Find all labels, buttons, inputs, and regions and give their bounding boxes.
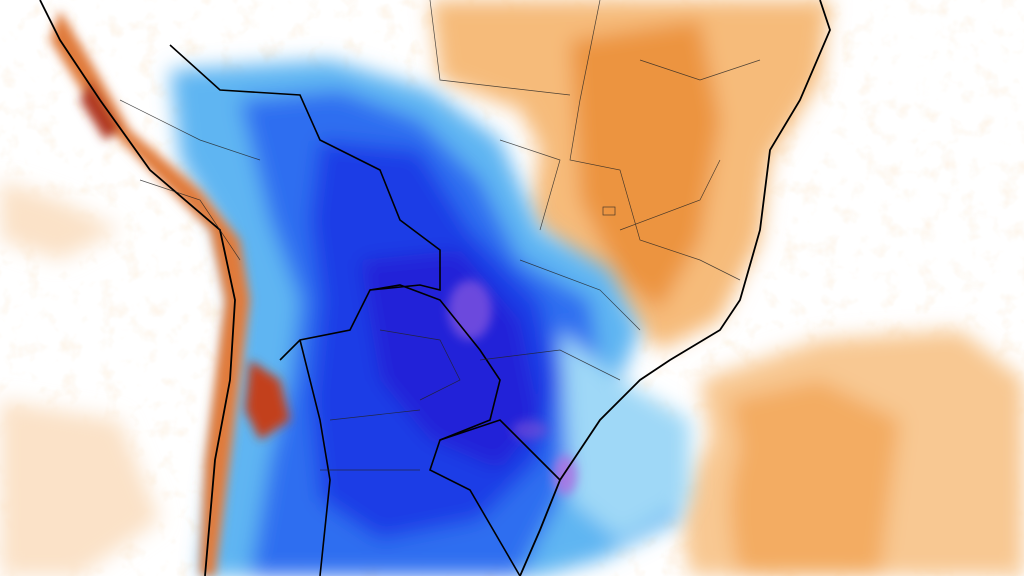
national-borders (169, 44, 561, 576)
cold-anomaly (170, 60, 690, 576)
state-borders (119, 0, 761, 471)
andes-anomaly (50, 10, 290, 576)
